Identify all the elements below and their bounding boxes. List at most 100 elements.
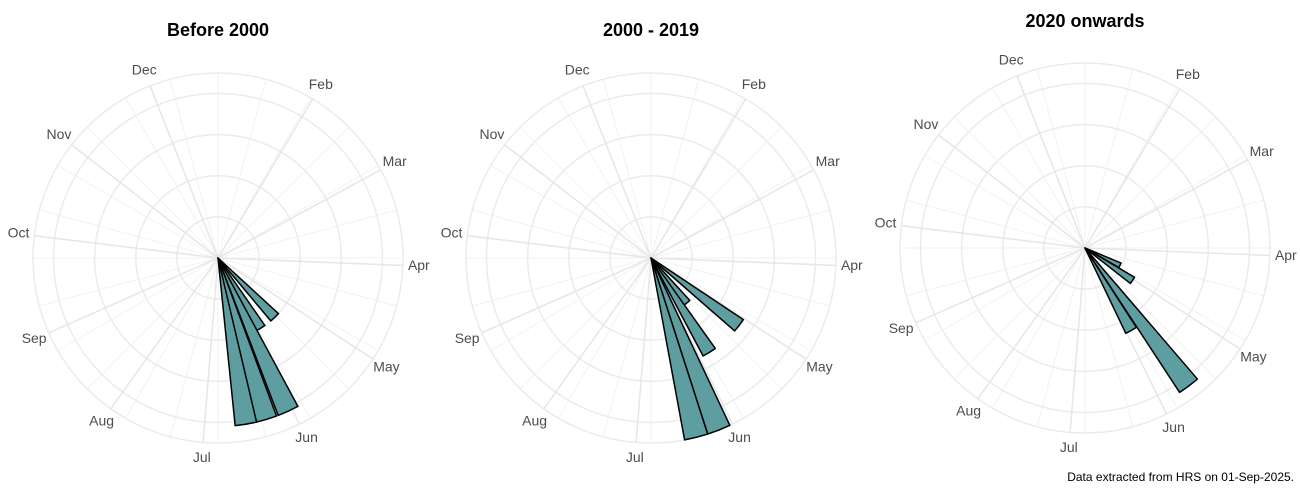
- minor-spoke: [650, 257, 812, 351]
- grid-ring: [135, 175, 301, 341]
- minor-spoke: [1084, 69, 1134, 249]
- panel-title: 2000 - 2019: [603, 20, 699, 40]
- spoke: [217, 98, 314, 259]
- panel: Before 2000 Feb Mar Apr May Jun Jul Aug Sep Oct No…: [8, 20, 430, 465]
- month-label: May: [1240, 348, 1266, 364]
- spoke: [650, 257, 836, 267]
- spoke: [938, 134, 1086, 249]
- month-label: Oct: [441, 224, 463, 240]
- minor-spoke: [924, 155, 1086, 249]
- month-label: Apr: [408, 257, 430, 273]
- minor-spoke: [992, 87, 1086, 249]
- minor-spoke: [169, 79, 219, 259]
- panel-title: Before 2000: [167, 20, 269, 40]
- spoke: [977, 247, 1086, 400]
- minor-spoke: [650, 165, 812, 259]
- month-label: Nov: [913, 116, 938, 132]
- minor-spoke: [558, 257, 652, 419]
- month-label: Aug: [956, 403, 981, 419]
- minor-spoke: [953, 116, 1086, 249]
- grid-ring: [485, 92, 817, 424]
- spoke: [1084, 159, 1248, 249]
- spoke: [1069, 247, 1086, 433]
- minor-spoke: [57, 257, 219, 351]
- month-label: Jul: [193, 449, 211, 465]
- outer-ring: [465, 72, 837, 444]
- minor-spoke: [57, 165, 219, 259]
- spoke: [1016, 75, 1086, 249]
- grid-ring: [526, 133, 776, 383]
- grid-ring: [609, 216, 693, 300]
- grid-ring: [1002, 165, 1168, 331]
- spoke: [504, 144, 652, 259]
- month-label: Dec: [565, 62, 590, 78]
- minor-spoke: [1084, 247, 1264, 297]
- spoke: [217, 257, 403, 267]
- grid-ring: [52, 92, 384, 424]
- outer-ring: [32, 72, 404, 444]
- bar: [1084, 247, 1136, 285]
- spoke: [650, 169, 814, 259]
- minor-spoke: [39, 257, 219, 307]
- minor-spoke: [472, 209, 652, 259]
- minor-spoke: [1084, 155, 1246, 249]
- minor-spoke: [169, 257, 219, 437]
- outer-ring: [899, 62, 1271, 434]
- minor-spoke: [490, 165, 652, 259]
- month-label: Feb: [742, 76, 766, 92]
- minor-spoke: [602, 79, 652, 259]
- minor-spoke: [217, 257, 397, 307]
- month-label: Oct: [875, 214, 897, 230]
- panel: 2020 onwards Feb Mar Apr May Jun Jul Aug Sep Oct N…: [875, 11, 1297, 455]
- month-label: Jun: [295, 429, 318, 445]
- grid-ring: [568, 175, 734, 341]
- minor-spoke: [472, 257, 652, 307]
- minor-spoke: [1036, 69, 1086, 249]
- minor-spoke: [217, 257, 379, 351]
- bar: [650, 257, 717, 357]
- minor-spoke: [490, 257, 652, 351]
- bar: [650, 257, 745, 332]
- spoke: [110, 257, 219, 410]
- month-label: Nov: [479, 126, 504, 142]
- minor-spoke: [650, 79, 700, 259]
- month-label: Sep: [455, 330, 480, 346]
- spoke: [635, 257, 652, 443]
- minor-spoke: [650, 257, 783, 390]
- grid-ring: [93, 133, 343, 383]
- month-label: Dec: [132, 62, 157, 78]
- spoke: [202, 257, 219, 443]
- bar: [217, 257, 280, 322]
- grid-ring: [960, 123, 1210, 373]
- bar: [217, 257, 299, 417]
- spoke: [467, 234, 652, 259]
- month-label: Mar: [1250, 143, 1274, 159]
- bar: [1084, 247, 1138, 335]
- minor-spoke: [602, 257, 652, 437]
- month-label: Jun: [728, 429, 751, 445]
- spoke: [1084, 247, 1270, 257]
- minor-spoke: [217, 79, 267, 259]
- minor-spoke: [650, 257, 830, 307]
- minor-spoke: [992, 247, 1086, 409]
- month-label: Jul: [1060, 439, 1078, 455]
- minor-spoke: [125, 97, 219, 259]
- spoke: [650, 98, 747, 259]
- spoke: [481, 257, 652, 334]
- caption: Data extracted from HRS on 01-Sep-2025.: [1067, 470, 1294, 484]
- month-label: Feb: [1176, 66, 1200, 82]
- bar: [1084, 247, 1199, 394]
- minor-spoke: [125, 257, 219, 419]
- minor-spoke: [650, 126, 783, 259]
- spoke: [543, 257, 652, 410]
- month-label: May: [806, 358, 832, 374]
- spoke: [217, 257, 374, 360]
- minor-spoke: [217, 209, 397, 259]
- minor-spoke: [86, 126, 219, 259]
- spoke: [915, 247, 1086, 324]
- spoke: [217, 169, 381, 259]
- minor-spoke: [650, 209, 830, 259]
- month-label: Aug: [522, 413, 547, 429]
- minor-spoke: [217, 165, 379, 259]
